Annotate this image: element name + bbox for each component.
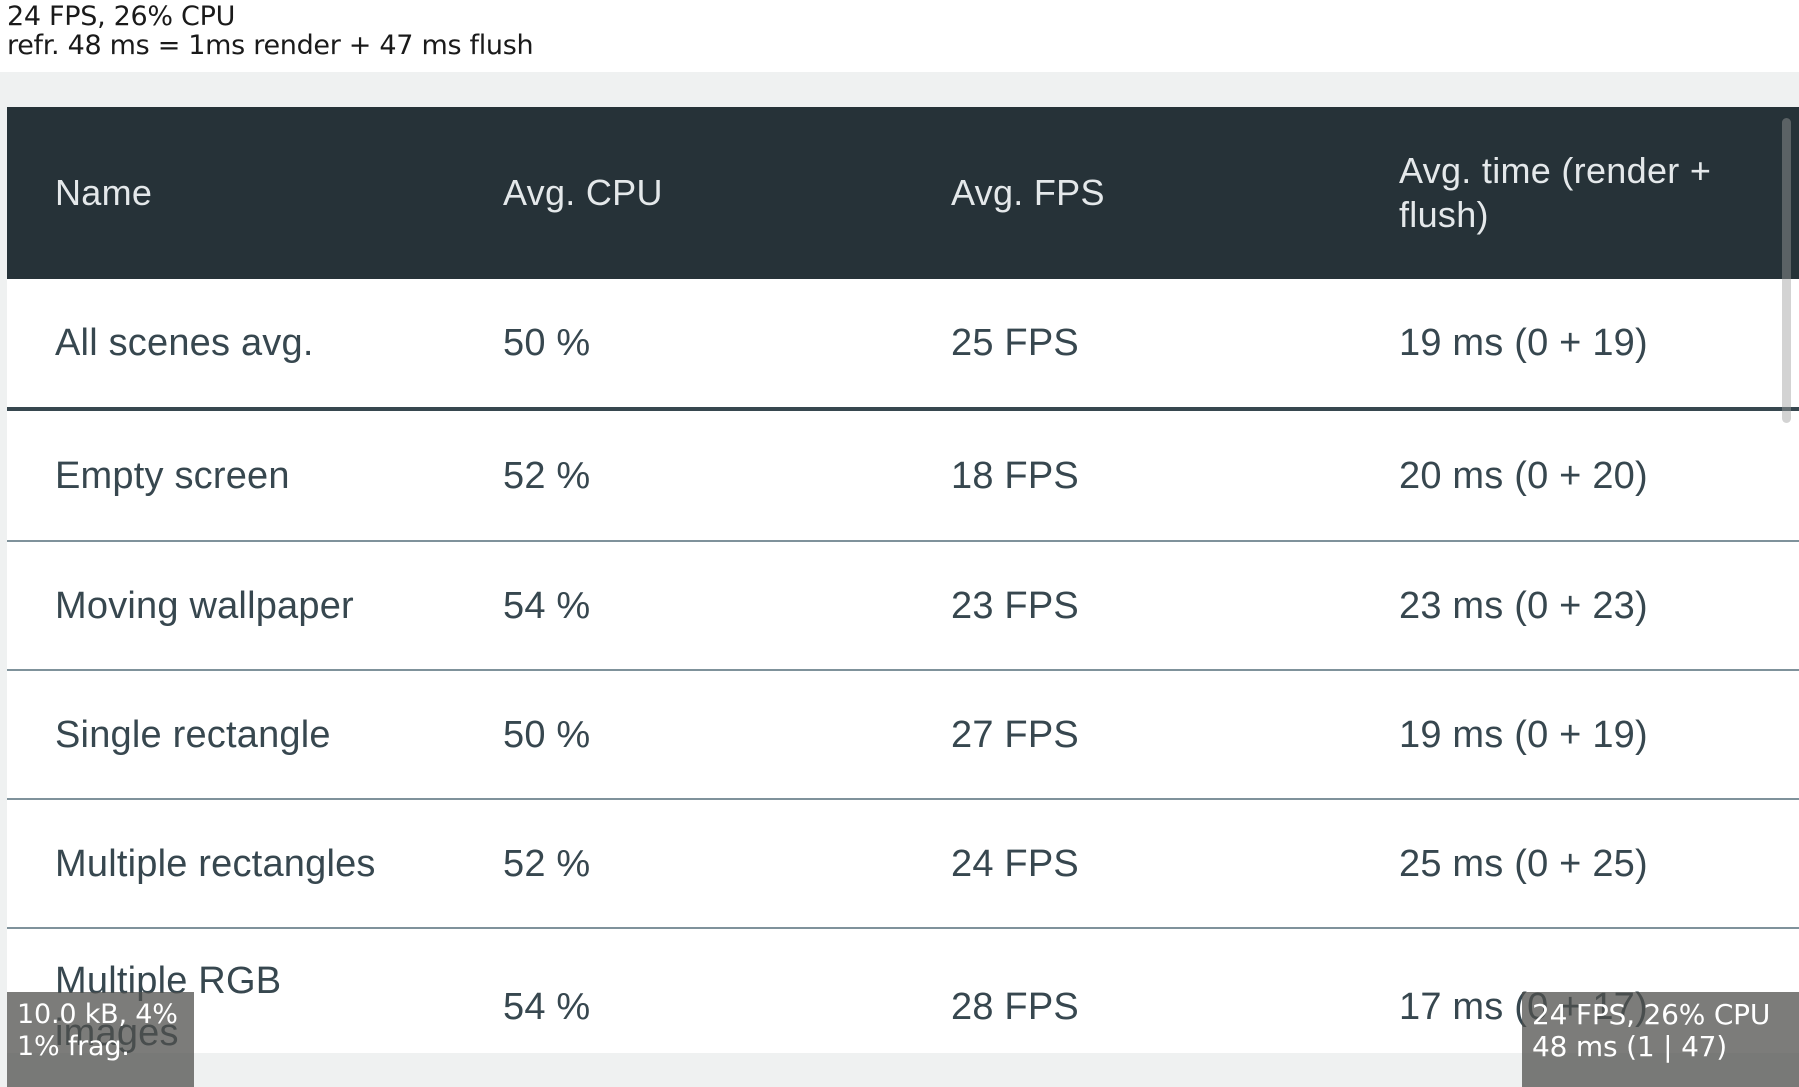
cell-avg-fps: 27 FPS	[951, 713, 1079, 756]
cell-avg-fps: 18 FPS	[951, 454, 1079, 497]
table-row: All scenes avg. 50 % 25 FPS 19 ms (0 + 1…	[7, 279, 1799, 411]
cell-avg-cpu: 50 %	[503, 713, 591, 756]
column-header-name: Name	[55, 172, 153, 213]
cell-avg-fps: 24 FPS	[951, 842, 1079, 885]
cell-avg-time: 25 ms (0 + 25)	[1399, 842, 1648, 885]
cell-scene-name: All scenes avg.	[55, 322, 314, 364]
table-row: Empty screen 52 % 18 FPS 20 ms (0 + 20)	[7, 411, 1799, 540]
cell-avg-fps: 28 FPS	[951, 986, 1079, 1028]
table-row: Single rectangle 50 % 27 FPS 19 ms (0 + …	[7, 669, 1799, 798]
cell-avg-fps: 25 FPS	[951, 322, 1079, 364]
live-perf-timing: 48 ms (1 | 47)	[1532, 1030, 1728, 1063]
cell-avg-time: 19 ms (0 + 19)	[1399, 322, 1648, 364]
cell-avg-time: 23 ms (0 + 23)	[1399, 584, 1648, 627]
perf-annotation: 24 FPS, 26% CPU refr. 48 ms = 1ms render…	[0, 0, 1799, 72]
cell-avg-cpu: 52 %	[503, 454, 591, 497]
cell-scene-name: Multiple rectangles	[55, 842, 376, 885]
scrollbar-thumb[interactable]	[1782, 118, 1791, 423]
cell-avg-time: 20 ms (0 + 20)	[1399, 454, 1648, 497]
perf-annotation-fps-cpu: 24 FPS, 26% CPU	[7, 1, 236, 32]
cell-scene-name: Empty screen	[55, 454, 290, 497]
cell-avg-cpu: 54 %	[503, 986, 591, 1028]
cell-avg-cpu: 50 %	[503, 322, 591, 364]
cell-scene-name: Moving wallpaper	[55, 584, 354, 627]
column-header-avg-cpu: Avg. CPU	[503, 172, 663, 213]
cell-scene-name: Single rectangle	[55, 713, 331, 756]
table-header-row: Name Avg. CPU Avg. FPS Avg. time (render…	[7, 107, 1799, 279]
cell-avg-fps: 23 FPS	[951, 584, 1079, 627]
perf-annotation-refresh: refr. 48 ms = 1ms render + 47 ms flush	[7, 30, 534, 61]
cell-avg-cpu: 54 %	[503, 584, 591, 627]
benchmark-results-table: Name Avg. CPU Avg. FPS Avg. time (render…	[7, 107, 1799, 1053]
table-row: Moving wallpaper 54 % 23 FPS 23 ms (0 + …	[7, 540, 1799, 669]
cell-avg-cpu: 52 %	[503, 842, 591, 885]
memory-overlay: 10.0 kB, 4% 1% frag.	[7, 992, 194, 1087]
memory-overlay-frag: 1% frag.	[17, 1031, 130, 1062]
table-body: All scenes avg. 50 % 25 FPS 19 ms (0 + 1…	[7, 279, 1799, 1053]
column-header-avg-time: Avg. time (render + flush)	[1399, 150, 1712, 235]
column-header-avg-fps: Avg. FPS	[951, 172, 1105, 213]
live-perf-fps-cpu: 24 FPS, 26% CPU	[1532, 998, 1771, 1031]
table-row: Multiple rectangles 52 % 24 FPS 25 ms (0…	[7, 798, 1799, 927]
memory-overlay-size: 10.0 kB, 4%	[17, 999, 178, 1030]
cell-avg-time: 19 ms (0 + 19)	[1399, 713, 1648, 756]
live-perf-overlay: 24 FPS, 26% CPU 48 ms (1 | 47)	[1522, 992, 1799, 1087]
